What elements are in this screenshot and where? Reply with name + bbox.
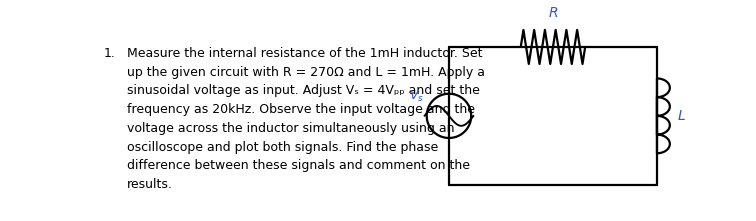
Text: voltage across the inductor simultaneously using an: voltage across the inductor simultaneous… — [127, 122, 454, 135]
Text: up the given circuit with R = 270Ω and L = 1mH. Apply a: up the given circuit with R = 270Ω and L… — [127, 66, 485, 79]
Text: oscilloscope and plot both signals. Find the phase: oscilloscope and plot both signals. Find… — [127, 141, 438, 154]
Text: 1.: 1. — [104, 47, 115, 60]
Text: $L$: $L$ — [677, 109, 686, 123]
Text: results.: results. — [127, 178, 172, 191]
Text: Measure the internal resistance of the 1mH inductor. Set: Measure the internal resistance of the 1… — [127, 47, 482, 60]
Text: frequency as 20kHz. Observe the input voltage and the: frequency as 20kHz. Observe the input vo… — [127, 103, 475, 116]
Text: sinusoidal voltage as input. Adjust Vₛ = 4Vₚₚ and set the: sinusoidal voltage as input. Adjust Vₛ =… — [127, 84, 479, 97]
Text: difference between these signals and comment on the: difference between these signals and com… — [127, 159, 469, 172]
Text: $R$: $R$ — [548, 6, 558, 20]
Text: $V_s$: $V_s$ — [409, 89, 424, 104]
